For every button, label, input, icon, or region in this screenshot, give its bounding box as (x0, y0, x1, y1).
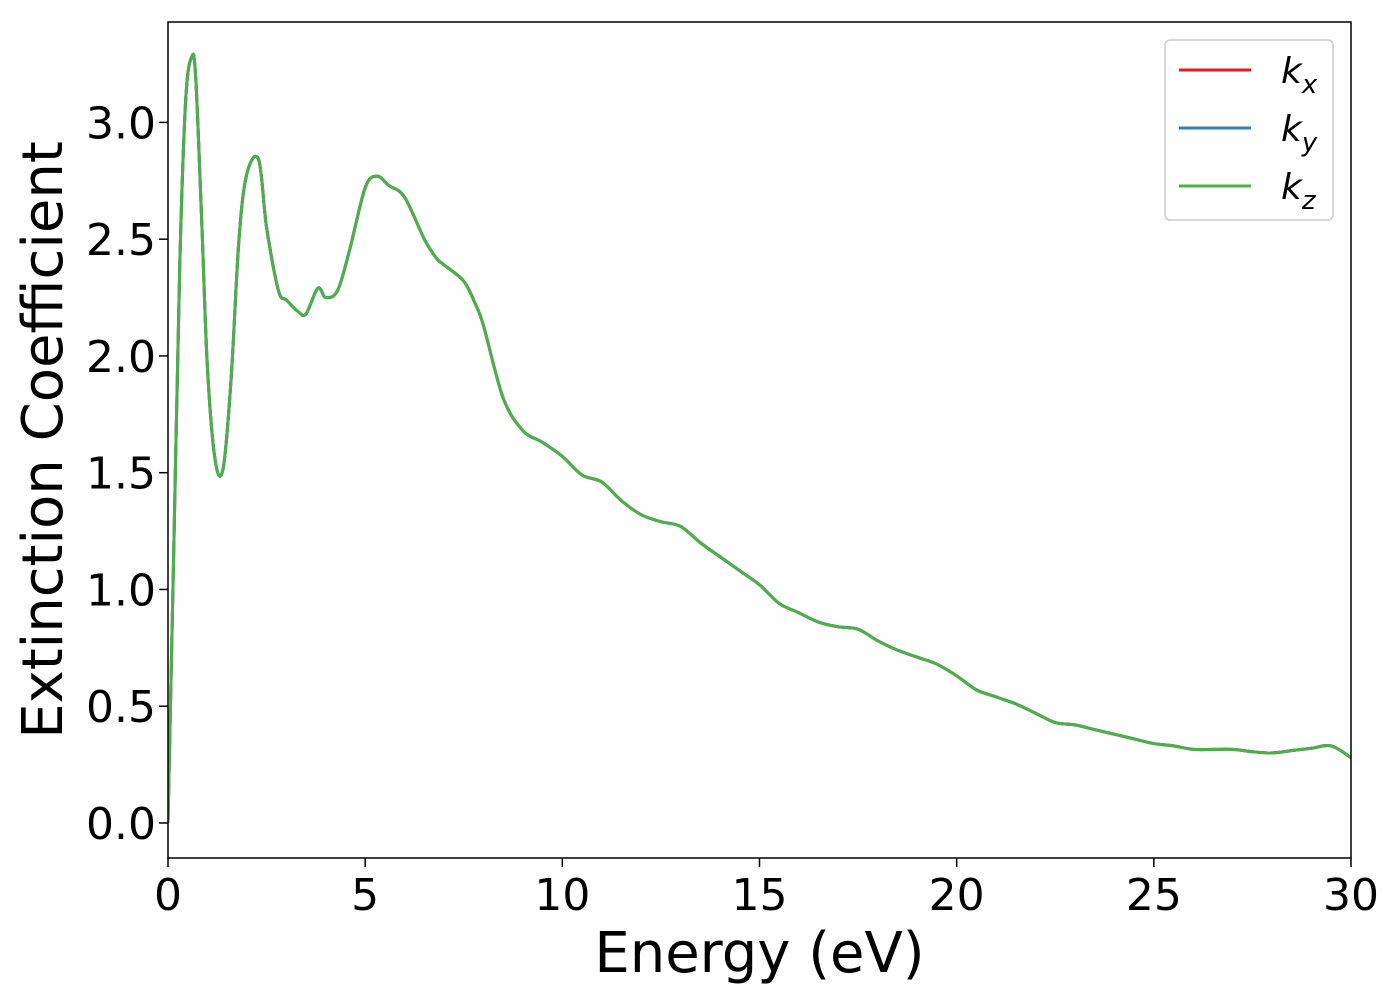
legend-label-subscript: z (1301, 186, 1317, 216)
x-tick-label: 20 (929, 870, 985, 921)
legend-label-main: k (1281, 167, 1304, 208)
legend-label: ky (1281, 109, 1318, 158)
x-axis-title: Energy (eV) (594, 921, 924, 986)
y-axis-ticks: 0.0 0.5 1.0 1.5 2.0 2.5 3.0 (86, 98, 168, 850)
y-tick-label: 3.0 (86, 98, 156, 149)
x-axis-ticks: 0 5 10 15 20 25 30 (154, 858, 1379, 921)
legend-box (1164, 39, 1334, 221)
x-tick-label: 25 (1126, 870, 1182, 921)
y-axis-title: Extinction Coefficient (11, 141, 76, 739)
legend-label: kz (1281, 167, 1317, 216)
legend-item-k-x: kx (1179, 51, 1318, 100)
x-tick-label: 5 (351, 870, 379, 921)
x-tick-label: 10 (534, 870, 590, 921)
y-tick-label: 1.0 (86, 565, 156, 616)
y-tick-label: 1.5 (86, 449, 156, 500)
series-line-k-z (168, 52, 1351, 824)
legend-item-k-y: ky (1179, 109, 1318, 158)
legend-item-k-z: kz (1179, 167, 1317, 216)
y-tick-label: 2.5 (86, 215, 156, 266)
x-tick-label: 15 (732, 870, 788, 921)
y-tick-label: 0.5 (86, 682, 156, 733)
legend-label-subscript: y (1301, 128, 1318, 158)
x-tick-label: 30 (1323, 870, 1379, 921)
legend-label-main: k (1281, 51, 1304, 92)
y-tick-label: 0.0 (86, 799, 156, 850)
legend-label: kx (1281, 51, 1318, 100)
y-tick-label: 2.0 (86, 332, 156, 383)
x-tick-label: 0 (154, 870, 182, 921)
legend-label-main: k (1281, 109, 1304, 150)
series-layer (168, 52, 1351, 824)
legend-label-subscript: x (1301, 70, 1318, 100)
